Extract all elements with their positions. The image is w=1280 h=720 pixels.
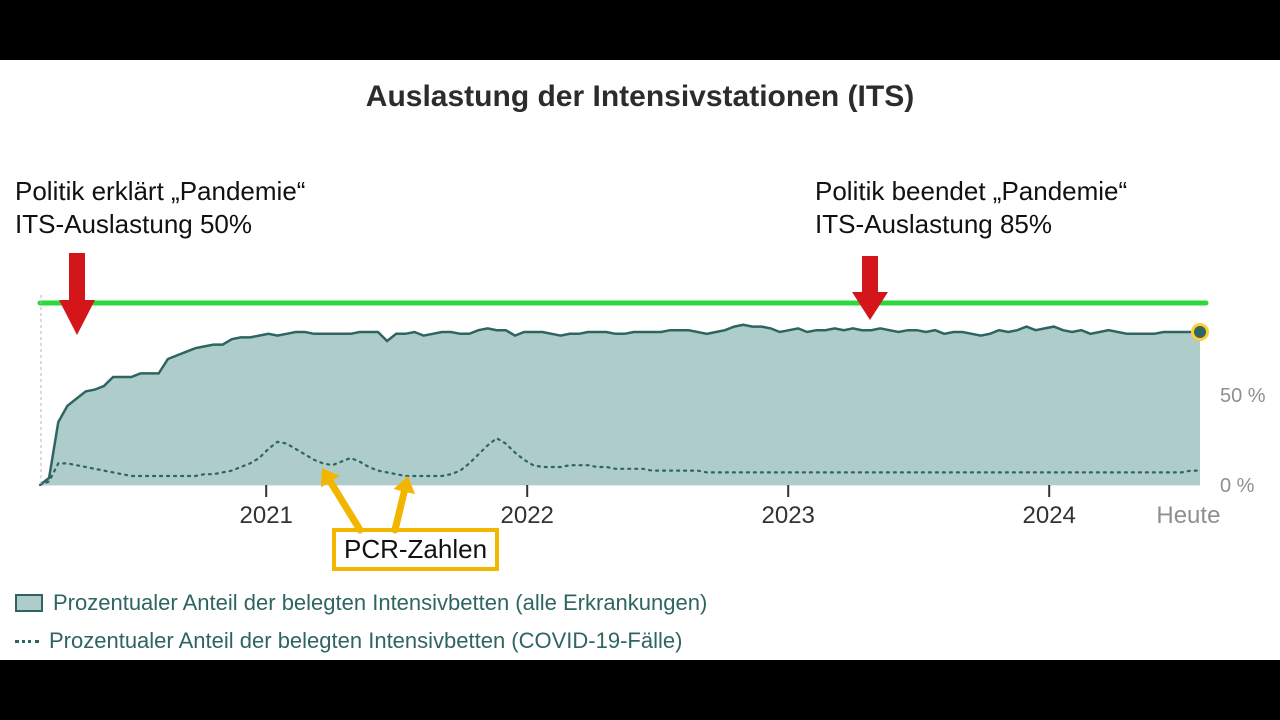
svg-text:50 %: 50 % [1220, 385, 1266, 407]
svg-text:2022: 2022 [501, 502, 554, 529]
legend-all: Prozentualer Anteil der belegten Intensi… [15, 590, 707, 616]
legend-swatch-area-icon [15, 594, 43, 612]
svg-text:Heute: Heute [1156, 502, 1220, 529]
svg-text:2023: 2023 [762, 502, 815, 529]
legend-all-text: Prozentualer Anteil der belegten Intensi… [53, 590, 707, 616]
legend-covid-text: Prozentualer Anteil der belegten Intensi… [49, 628, 682, 654]
chart-svg: 0 % 50 % 2021 2022 2023 2024 Heute [0, 60, 1280, 660]
pcr-label-box: PCR-Zahlen [332, 528, 499, 571]
legend-covid: Prozentualer Anteil der belegten Intensi… [15, 628, 682, 654]
svg-text:0 %: 0 % [1220, 475, 1255, 497]
svg-text:2024: 2024 [1023, 502, 1076, 529]
svg-text:2021: 2021 [240, 502, 293, 529]
chart-panel: Auslastung der Intensivstationen (ITS) P… [0, 60, 1280, 660]
legend-swatch-dotted-icon [15, 640, 39, 643]
